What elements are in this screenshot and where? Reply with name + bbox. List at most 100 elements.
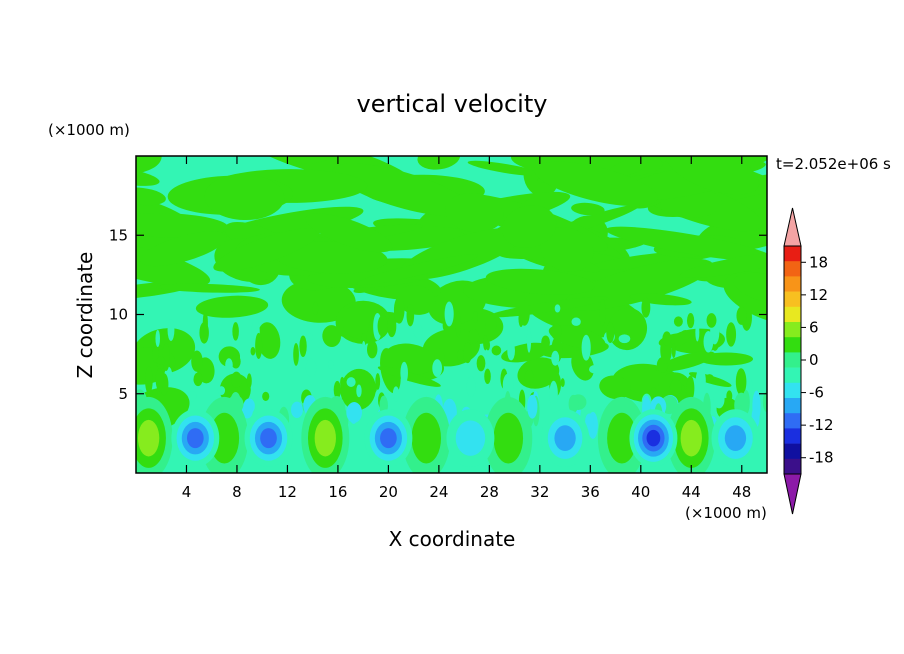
contour-streak <box>705 374 714 383</box>
contour-streak <box>299 335 307 358</box>
y-axis-ticks: 5 10 15 <box>109 226 767 403</box>
contour-streak <box>485 314 497 336</box>
contour-streak <box>606 322 615 343</box>
contour-streak <box>217 386 226 395</box>
contour-streak <box>231 354 241 369</box>
contour-patch <box>322 325 341 348</box>
contour-patch <box>384 343 436 375</box>
contour-streak <box>432 359 443 378</box>
y-tick-label: 15 <box>109 226 128 244</box>
downdraft-contour <box>554 425 576 451</box>
contour-streak <box>167 318 175 341</box>
contour-patch <box>571 202 605 216</box>
contour-patch <box>599 375 631 400</box>
contour-streak <box>400 361 408 384</box>
contour-patch <box>136 213 229 238</box>
contour-patch <box>445 193 504 233</box>
contour-streak <box>333 380 341 399</box>
updraft-contour <box>314 419 336 457</box>
contour-patch <box>213 228 320 272</box>
contour-streak <box>305 333 314 342</box>
contour-streak <box>541 335 550 350</box>
colorbar-bin <box>784 337 801 353</box>
contour-streak <box>695 368 706 393</box>
contour-streak <box>762 391 767 413</box>
contour-streak <box>152 389 158 399</box>
colorbar-bin <box>784 443 801 460</box>
updraft-contour <box>209 412 240 464</box>
contour-streak <box>156 356 166 365</box>
downdraft-contour <box>380 428 397 449</box>
y-unit-label: (×1000 m) <box>48 121 130 139</box>
colorbar-bin <box>784 261 801 277</box>
contour-patch <box>356 254 479 286</box>
contour-patch <box>534 161 658 207</box>
x-axis-label: X coordinate <box>389 527 516 551</box>
updraft-contour <box>411 412 442 464</box>
colorbar-bin <box>784 382 801 399</box>
contour-patch <box>607 307 648 351</box>
contour-streak <box>327 360 334 369</box>
downdraft-contour <box>724 425 747 451</box>
contour-streak <box>736 306 747 325</box>
contour-streak <box>502 373 514 397</box>
contour-streak <box>246 373 252 389</box>
contour-streak <box>312 301 319 315</box>
contour-streak <box>457 349 465 361</box>
y-tick-label: 5 <box>118 385 128 403</box>
contour-streak <box>472 310 478 324</box>
contour-streak <box>618 334 631 344</box>
contour-streak <box>507 341 515 361</box>
chart-title: vertical velocity <box>357 90 548 118</box>
colorbar-bin <box>784 428 801 444</box>
contour-streak <box>155 368 164 392</box>
contour-streak <box>713 390 725 409</box>
y-axis-label: Z coordinate <box>73 252 97 379</box>
contour-patch <box>548 324 606 350</box>
contour-streak <box>671 343 676 358</box>
contour-streak <box>468 329 480 344</box>
contour-streak <box>413 324 423 338</box>
x-tick-label: 24 <box>429 483 448 501</box>
contour-streak <box>346 377 356 387</box>
contour-patch <box>397 284 436 315</box>
contour-streak <box>527 394 538 419</box>
downdraft-contour <box>186 428 204 449</box>
colorbar: 18 12 6 0 -6 -12 -18 <box>783 207 834 515</box>
contour-streak <box>641 297 651 318</box>
downdraft-contour <box>260 428 277 449</box>
contour-streak <box>466 376 476 398</box>
contour-streak <box>524 369 534 385</box>
contour-streak <box>361 341 366 361</box>
contour-streak <box>346 402 362 423</box>
contour-patch <box>377 366 441 387</box>
contour-streak <box>392 386 400 402</box>
contour-streak <box>706 313 717 328</box>
contour-streak <box>162 343 170 372</box>
colorbar-bin <box>784 276 801 292</box>
updraft-contour <box>493 412 524 464</box>
colorbar-bin <box>784 322 801 338</box>
colorbar-bin <box>784 367 801 384</box>
contour-streak <box>193 372 203 387</box>
contour-streak <box>735 368 747 396</box>
contour-streak <box>375 373 381 390</box>
contour-streak <box>231 371 242 388</box>
x-tick-label: 20 <box>379 483 398 501</box>
colorbar-tick-label: -6 <box>809 384 824 402</box>
contour-streak <box>455 311 461 338</box>
contour-patch <box>332 163 472 217</box>
colorbar-bin <box>784 398 801 414</box>
contour-patch <box>489 296 609 318</box>
contour-streak <box>686 375 695 401</box>
colorbar-bin <box>784 291 801 308</box>
colorbar-tick-label: 12 <box>809 286 828 304</box>
x-tick-label: 12 <box>278 483 297 501</box>
contour-streak <box>726 390 733 402</box>
contour-patch <box>136 166 160 186</box>
contour-streak <box>377 315 388 337</box>
contour-streak <box>155 329 160 348</box>
contour-streak <box>356 384 362 398</box>
colorbar-bin <box>784 413 801 429</box>
